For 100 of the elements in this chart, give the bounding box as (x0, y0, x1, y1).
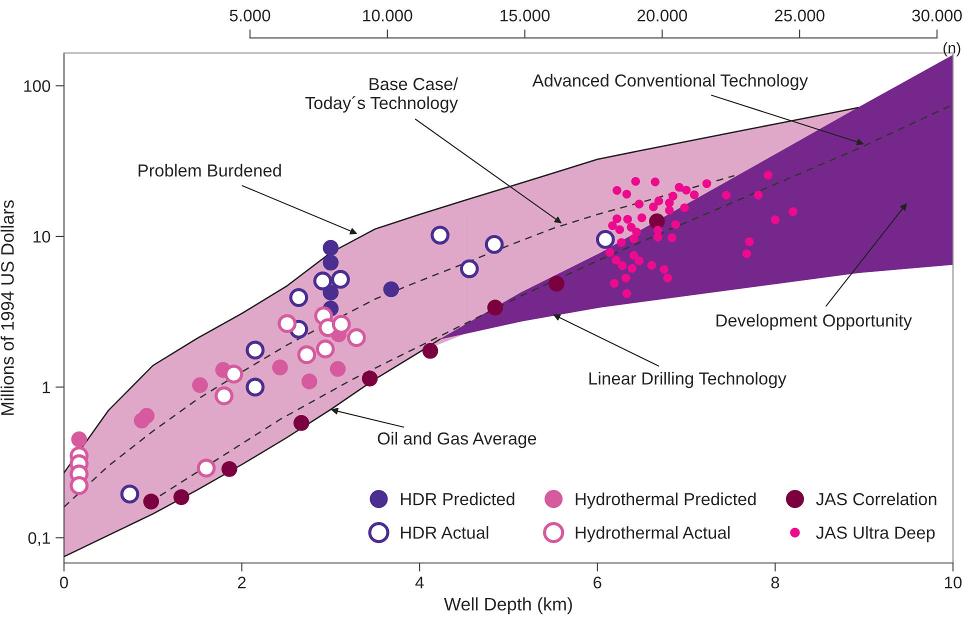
point (610, 278, 619, 288)
point (621, 274, 630, 282)
legend-label: Hydrothermal Actual (576, 526, 730, 542)
point (754, 190, 763, 200)
point (634, 200, 644, 208)
point (196, 458, 216, 478)
point (70, 476, 89, 496)
annotation: Linear Drilling Technology (589, 372, 786, 388)
point (745, 237, 754, 246)
point (214, 386, 234, 406)
point (637, 213, 646, 222)
point (383, 281, 400, 298)
point (628, 264, 636, 273)
y-tick-label: 100 (24, 80, 50, 92)
point (647, 260, 656, 270)
point (246, 378, 265, 397)
point (297, 345, 316, 364)
x-tick-label: 4 (415, 576, 424, 588)
point (316, 340, 335, 358)
point (626, 222, 636, 232)
point (653, 232, 662, 242)
point (487, 300, 504, 316)
point (548, 276, 564, 292)
x2-tick-label: 5.000 (230, 10, 270, 22)
point (330, 361, 346, 377)
point (682, 186, 691, 194)
point (680, 203, 689, 212)
point (120, 484, 140, 504)
point (649, 202, 658, 212)
y-tick-label: 0,1 (28, 532, 50, 546)
point (332, 314, 351, 334)
point (788, 207, 798, 216)
point (331, 270, 350, 289)
point (668, 233, 676, 242)
point (722, 190, 731, 200)
x2-tick-label: 25.000 (774, 10, 824, 22)
point (322, 254, 339, 271)
point (221, 461, 238, 477)
point (272, 360, 288, 376)
point (629, 234, 638, 244)
point (278, 314, 297, 334)
point (289, 288, 308, 307)
point (138, 408, 155, 424)
point (663, 274, 672, 282)
x-tick-label: 6 (594, 576, 602, 588)
point (430, 226, 450, 245)
point (608, 221, 617, 230)
point (615, 225, 624, 234)
point (460, 259, 479, 278)
point (173, 489, 190, 506)
legend-label: JAS Ultra Deep (816, 526, 935, 542)
point (362, 370, 378, 386)
x2-tick-label: 30.000 (912, 10, 962, 22)
point (192, 377, 208, 394)
point (596, 230, 615, 249)
annotation: Advanced Conventional Technology (532, 74, 808, 90)
y-tick-label: 1 (42, 382, 50, 394)
point (654, 196, 664, 206)
point (702, 179, 712, 188)
point (301, 374, 318, 390)
point (631, 176, 640, 186)
legend-label: Hydrothermal Predicted (576, 492, 756, 509)
y-tick-label: 10 (34, 230, 50, 243)
point (622, 289, 632, 298)
x-tick-label: 2 (238, 576, 246, 588)
point (246, 340, 265, 360)
annotation: Problem Burdened (138, 164, 281, 177)
point (629, 251, 638, 260)
point (617, 238, 626, 247)
x2-axis-title: (n) (944, 42, 960, 56)
point (224, 364, 244, 384)
x2-tick-label: 20.000 (638, 10, 688, 22)
x-axis-title: Well Depth (km) (444, 597, 572, 614)
point (612, 186, 622, 195)
point (293, 415, 310, 431)
legend-label: HDR Predicted (401, 492, 514, 506)
x-tick-label: 0 (60, 576, 68, 588)
point (618, 261, 627, 270)
x-tick-label: 8 (771, 576, 780, 588)
annotation: Base Case/ Today´s Technology (305, 77, 458, 113)
point (668, 192, 678, 201)
y-axis-title: Millions of 1994 US Dollars (0, 200, 14, 415)
point (623, 214, 632, 224)
legend-label: HDR Actual (401, 526, 488, 539)
point (484, 234, 504, 254)
point (605, 248, 614, 257)
x2-tick-label: 15.000 (500, 10, 550, 22)
point (742, 249, 752, 258)
point (634, 256, 644, 266)
point (770, 215, 780, 224)
annotation: Oil and Gas Average (378, 432, 536, 448)
point (660, 265, 668, 274)
x2-tick-label: 10.000 (363, 10, 412, 22)
x-tick-label: 10 (945, 576, 962, 588)
point (690, 190, 699, 200)
point (612, 214, 622, 224)
point (143, 494, 160, 510)
point (764, 170, 772, 180)
point (347, 328, 366, 348)
legend-label: JAS Correlation (816, 492, 936, 506)
